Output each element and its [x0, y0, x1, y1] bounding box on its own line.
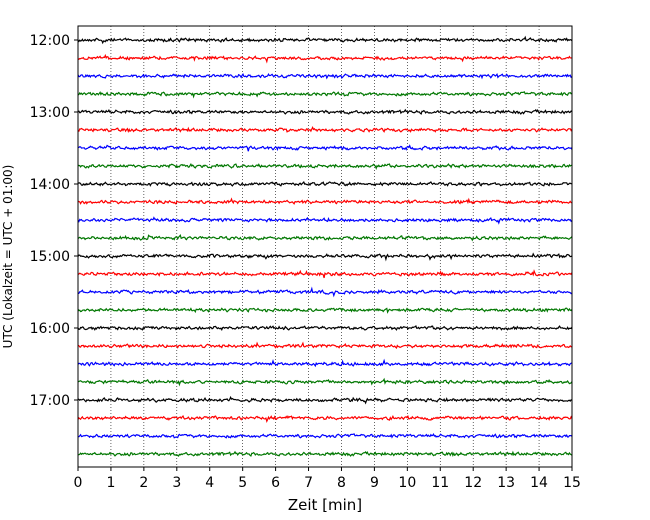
seismogram-trace	[77, 450, 573, 457]
seismogram-trace	[77, 432, 573, 439]
x-tick-label: 6	[271, 475, 280, 491]
seismogram-trace	[77, 73, 573, 80]
x-tick-label: 14	[530, 475, 548, 491]
plot-frame	[77, 25, 573, 468]
x-tick-label: 8	[337, 475, 346, 491]
y-axis: 12:00 13:00 14:00 15:00 16:00 17:00	[30, 33, 78, 409]
seismogram-trace	[77, 377, 573, 387]
x-tick-label: 11	[431, 475, 449, 491]
trace-group	[77, 35, 573, 457]
x-tick-label: 10	[398, 475, 416, 491]
seismogram-trace	[77, 358, 573, 368]
seismogram-trace	[77, 395, 573, 405]
y-tick-label: 15:00	[30, 249, 70, 265]
seismogram-trace	[77, 341, 573, 350]
x-tick-label: 12	[464, 475, 482, 491]
seismogram-trace	[77, 269, 573, 279]
seismogram-trace	[77, 252, 573, 262]
seismogram-trace	[77, 286, 573, 298]
seismogram-trace	[77, 325, 573, 332]
y-tick-label: 12:00	[30, 33, 70, 49]
seismogram-trace	[77, 234, 573, 242]
seismogram-trace	[77, 35, 573, 45]
y-tick-label: 17:00	[30, 393, 70, 409]
x-tick-label: 9	[370, 475, 379, 491]
y-tick-label: 16:00	[30, 321, 70, 337]
x-axis-title: Zeit [min]	[288, 496, 362, 514]
x-tick-label: 1	[106, 475, 115, 491]
x-tick-label: 4	[205, 475, 214, 491]
x-tick-label: 13	[497, 475, 515, 491]
x-tick-label: 7	[304, 475, 313, 491]
x-tick-label: 2	[139, 475, 148, 491]
x-tick-label: 15	[563, 475, 581, 491]
x-axis: 0 1 2 3 4 5 6 7 8 9 10 11 12 13 14 15	[74, 467, 581, 491]
seismogram-trace	[77, 181, 573, 187]
y-tick-label: 14:00	[30, 177, 70, 193]
seismogram-trace	[77, 91, 573, 99]
seismogram-trace	[77, 307, 573, 314]
x-tick-label: 3	[172, 475, 181, 491]
seismogram-trace	[77, 53, 573, 64]
seismogram-trace	[77, 108, 573, 115]
x-tick-label: 0	[74, 475, 83, 491]
seismogram-trace	[77, 216, 573, 225]
seismogram-trace	[77, 414, 573, 424]
seismogram-trace	[77, 163, 573, 171]
seismogram-trace	[77, 125, 573, 133]
seismogram-trace	[77, 197, 573, 205]
y-tick-label: 13:00	[30, 105, 70, 121]
seismogram-trace	[77, 144, 573, 152]
y-axis-title: UTC (Lokalzeit = UTC + 01:00)	[1, 165, 15, 349]
x-tick-label: 5	[238, 475, 247, 491]
